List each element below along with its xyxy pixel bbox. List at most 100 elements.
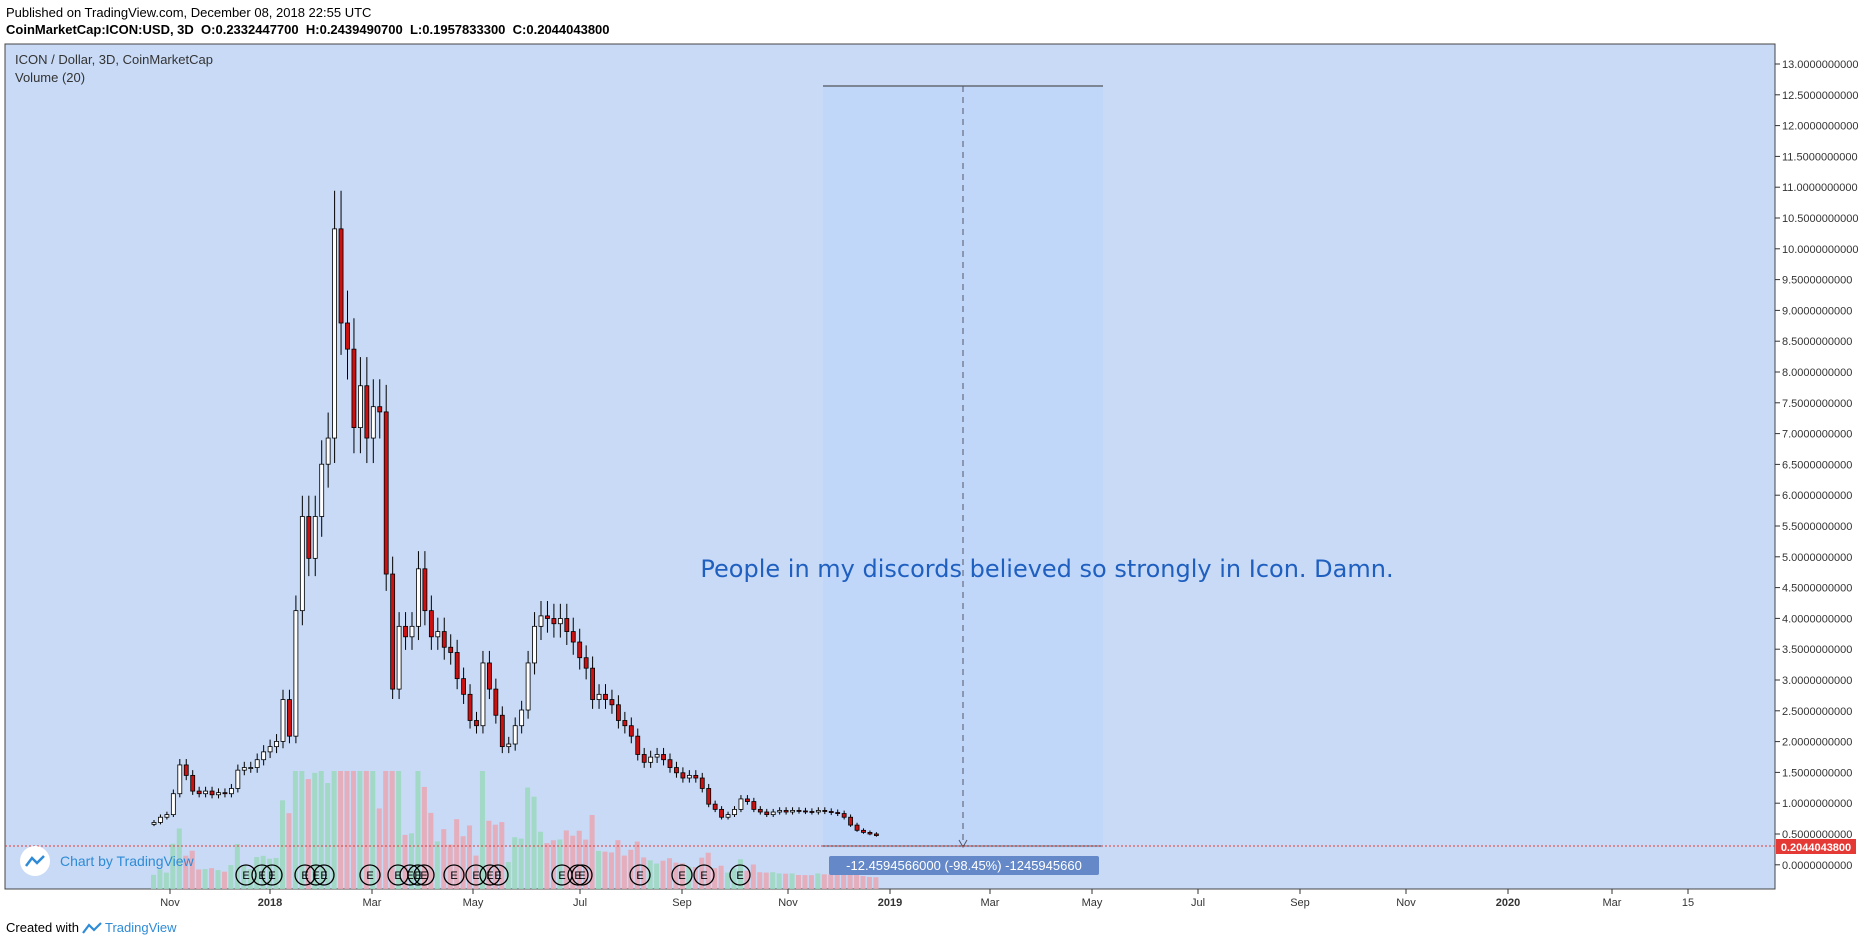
y-tick-label: 0.5000000000 xyxy=(1782,829,1852,841)
candle-body xyxy=(609,699,615,706)
candle-body xyxy=(338,228,344,324)
earnings-event-marker[interactable]: E xyxy=(629,864,651,886)
earnings-event-marker[interactable]: E xyxy=(693,864,715,886)
earnings-event-marker[interactable]: E xyxy=(261,864,283,886)
event-marker-label: E xyxy=(414,870,421,882)
volume-bar xyxy=(583,839,589,889)
candle-body xyxy=(706,788,712,805)
event-markers[interactable]: E E E E E E E E E EE E E E E E EE E E E E xyxy=(235,864,751,886)
volume-bar xyxy=(389,771,395,889)
candle-body xyxy=(596,693,602,700)
volume-bar xyxy=(202,869,208,889)
footer-brand-link[interactable]: TradingView xyxy=(104,920,177,935)
volume-bar xyxy=(628,849,634,889)
volume-bar xyxy=(550,840,556,889)
earnings-event-marker[interactable]: E xyxy=(729,864,751,886)
earnings-event-marker[interactable]: E xyxy=(571,864,593,886)
volume-bar xyxy=(802,875,808,889)
volume-bar xyxy=(157,869,163,889)
event-marker-label: E xyxy=(420,870,427,882)
candle-body xyxy=(557,618,563,625)
volume-bar xyxy=(344,771,350,889)
volume-bar xyxy=(821,874,827,889)
earnings-event-marker[interactable]: E xyxy=(671,864,693,886)
volume-bar xyxy=(221,871,227,889)
earnings-event-marker[interactable]: E xyxy=(235,864,257,886)
earnings-event-marker[interactable]: E xyxy=(294,864,316,886)
volume-bar xyxy=(228,865,234,889)
published-line: Published on TradingView.com, December 0… xyxy=(6,5,372,20)
y-tick-label: 1.0000000000 xyxy=(1782,798,1852,810)
volume-bar xyxy=(151,874,156,889)
candle-body xyxy=(725,814,731,818)
volume-bar xyxy=(260,855,266,889)
candle-body xyxy=(738,798,744,810)
candle-body xyxy=(674,767,679,774)
candle-body xyxy=(241,767,247,771)
earnings-event-marker[interactable]: E xyxy=(413,864,435,886)
chart-annotation[interactable]: People in my discords believed so strong… xyxy=(700,555,1393,583)
y-tick-label: 3.0000000000 xyxy=(1782,675,1852,687)
x-axis[interactable]: Nov 2018 Mar May Jul Sep Nov 2019 Mar May Jul Sep No… xyxy=(160,889,1694,909)
y-tick-label: 5.0000000000 xyxy=(1782,552,1852,564)
candle-body xyxy=(228,788,234,795)
candle-body xyxy=(564,618,570,632)
low-value: 0.1957833300 xyxy=(422,22,506,37)
volume-bar xyxy=(834,874,840,889)
candle-body xyxy=(332,228,338,439)
candle-body xyxy=(654,754,660,758)
volume-bar xyxy=(189,850,195,889)
volume-bar xyxy=(467,825,473,889)
x-tick-label: Jul xyxy=(1191,897,1205,909)
y-tick-label: 6.5000000000 xyxy=(1782,459,1852,471)
earnings-event-marker[interactable]: E xyxy=(305,864,327,886)
candle-body xyxy=(874,833,879,836)
earnings-event-marker[interactable]: E xyxy=(313,864,335,886)
candle-body xyxy=(222,792,228,795)
earnings-event-marker[interactable]: E xyxy=(465,864,487,886)
earnings-event-marker[interactable]: E xyxy=(567,864,589,886)
volume-bar xyxy=(712,868,718,889)
earnings-event-marker[interactable]: E xyxy=(487,864,509,886)
candle-body xyxy=(345,322,350,350)
volume-bar xyxy=(705,852,711,889)
candle-body xyxy=(764,811,770,816)
volume-bar xyxy=(776,873,782,889)
earnings-event-marker[interactable]: E xyxy=(359,864,381,886)
candle-body xyxy=(254,759,260,768)
candle-body xyxy=(177,764,183,795)
candle-body xyxy=(370,406,376,439)
volume-bar xyxy=(686,866,692,889)
chart-by-tradingview-badge[interactable]: Chart by TradingView xyxy=(20,846,194,876)
candle-body xyxy=(796,810,802,812)
candle-body xyxy=(861,829,866,833)
candle-body xyxy=(364,385,370,439)
high-value: 0.2439490700 xyxy=(319,22,403,37)
earnings-event-marker[interactable]: E xyxy=(407,864,429,886)
candle-body xyxy=(661,754,666,761)
volume-bar xyxy=(196,869,202,889)
last-price-label: 0.2044043800 xyxy=(1781,842,1851,854)
y-tick-label: 5.5000000000 xyxy=(1782,521,1852,533)
volume-bar xyxy=(479,771,485,889)
volume-bar xyxy=(254,857,260,889)
earnings-event-marker[interactable]: E xyxy=(443,864,465,886)
candle-body xyxy=(699,777,705,789)
event-marker-label: E xyxy=(472,870,479,882)
earnings-event-marker[interactable]: E xyxy=(479,864,501,886)
volume-bar xyxy=(312,772,318,889)
event-marker-label: E xyxy=(558,870,565,882)
volume-bar xyxy=(163,872,169,889)
y-tick-label: 4.5000000000 xyxy=(1782,583,1852,595)
volume-bar xyxy=(660,860,666,889)
candle-body xyxy=(261,751,267,761)
event-marker-label: E xyxy=(312,870,319,882)
y-tick-label: 11.0000000000 xyxy=(1782,182,1858,194)
candle-body xyxy=(396,625,402,690)
candle-body xyxy=(151,822,157,825)
y-axis[interactable]: 13.0000000000 12.5000000000 12.0000000000 1… xyxy=(1775,59,1858,872)
volume-bar xyxy=(563,830,569,889)
volume-bar xyxy=(170,843,176,889)
earnings-event-marker[interactable]: E xyxy=(399,864,421,886)
